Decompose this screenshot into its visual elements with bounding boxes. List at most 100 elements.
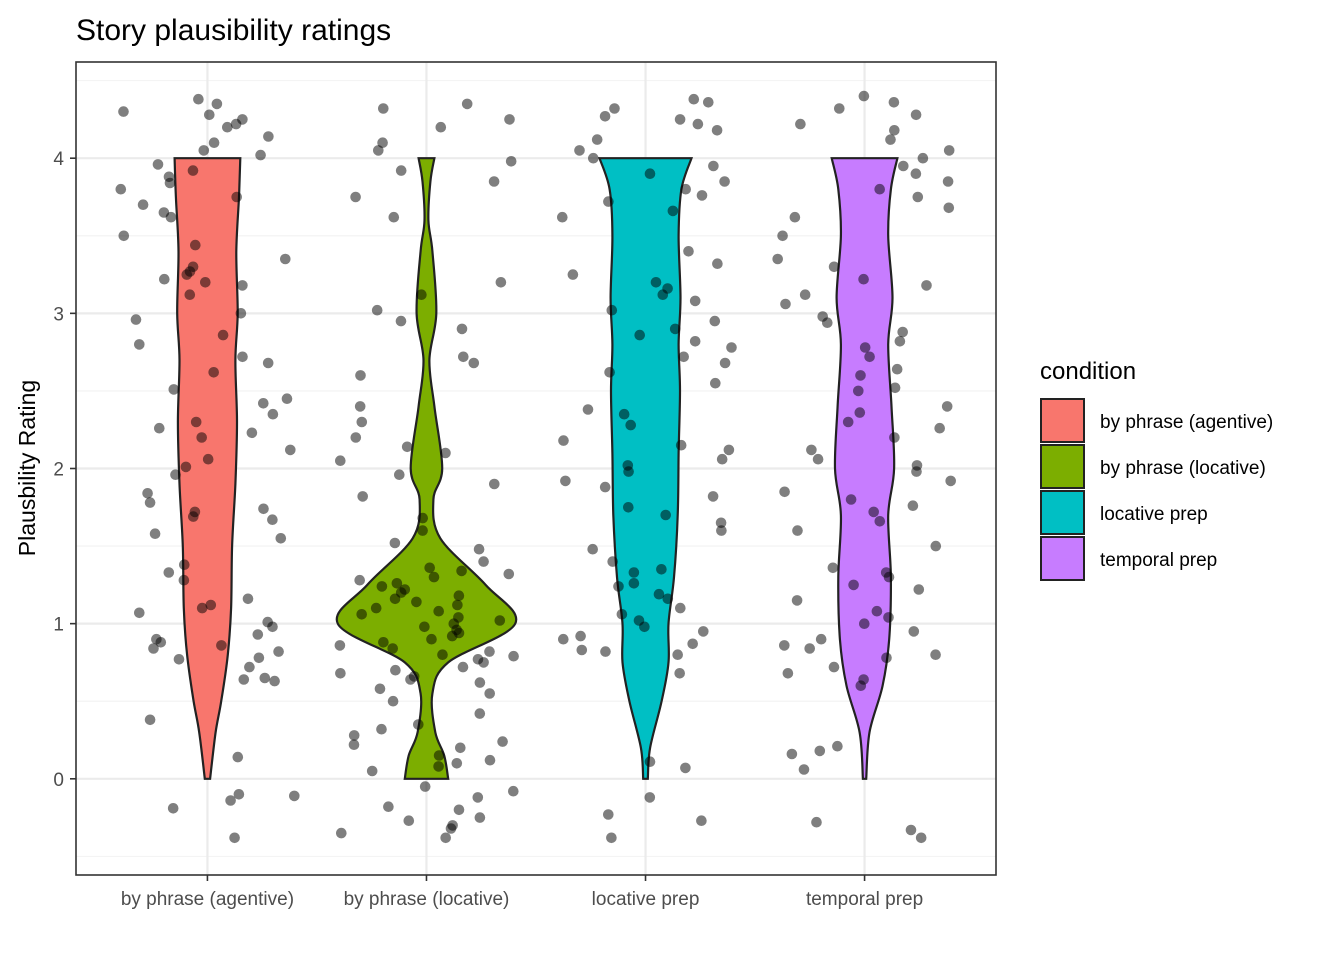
legend-swatch (1040, 536, 1085, 581)
data-point (842, 416, 854, 428)
data-point (859, 618, 870, 629)
data-point (675, 439, 687, 451)
data-point (604, 367, 615, 378)
data-point (712, 258, 723, 270)
data-point (152, 159, 164, 170)
data-point (184, 289, 196, 301)
data-point (371, 304, 383, 316)
data-point (715, 517, 727, 529)
data-point (474, 812, 486, 823)
data-point (165, 211, 177, 223)
data-point (399, 584, 411, 595)
data-point (574, 145, 585, 156)
data-point (170, 469, 181, 481)
data-point (782, 668, 794, 679)
x-tick-label: by phrase (locative) (344, 889, 510, 910)
data-point (348, 730, 360, 741)
data-point (335, 455, 346, 467)
data-point (674, 668, 685, 679)
violin-by-phrase-agentive (173, 157, 242, 780)
data-point (356, 609, 368, 620)
data-point (618, 408, 630, 420)
data-point (377, 137, 388, 148)
data-point (930, 540, 942, 552)
data-point (908, 626, 920, 637)
data-point (688, 93, 700, 105)
data-point (235, 308, 247, 319)
data-point (453, 590, 465, 601)
legend-items: by phrase (agentive) by phrase (locative)… (1040, 398, 1273, 581)
data-point (267, 408, 279, 420)
data-point (662, 283, 673, 294)
data-point (874, 183, 885, 195)
data-point (828, 261, 840, 273)
data-point (472, 792, 484, 803)
data-point (587, 543, 598, 555)
data-point (180, 461, 192, 473)
data-point (607, 556, 618, 567)
data-point (370, 602, 382, 614)
data-point (674, 114, 686, 125)
y-axis-title: Plausbility Rating (14, 380, 40, 556)
data-point (458, 351, 469, 363)
data-point (230, 118, 242, 130)
data-point (689, 336, 701, 347)
data-point (452, 599, 463, 611)
data-point (426, 633, 437, 645)
data-point (777, 230, 788, 242)
data-point (246, 427, 258, 439)
data-point (719, 357, 731, 369)
data-point (484, 646, 495, 657)
violin-by-phrase-locative (335, 157, 518, 780)
legend-label: by phrase (locative) (1100, 458, 1266, 479)
data-point (633, 615, 645, 626)
data-point (678, 351, 689, 363)
data-point (503, 568, 515, 580)
data-point (680, 762, 691, 774)
data-point (202, 453, 214, 465)
data-point (374, 683, 386, 695)
legend-title: condition (1040, 358, 1136, 385)
data-point (622, 460, 634, 471)
data-point (233, 789, 245, 800)
data-point (159, 273, 170, 285)
data-point (457, 661, 469, 673)
data-point (217, 329, 229, 341)
data-point (417, 525, 428, 536)
data-point (208, 367, 219, 378)
data-point (461, 98, 473, 110)
data-point (149, 528, 161, 539)
data-point (273, 646, 284, 657)
data-point (255, 149, 266, 161)
data-point (187, 261, 199, 273)
data-point (391, 578, 403, 589)
data-point (387, 643, 399, 654)
data-point (917, 152, 929, 164)
data-point (625, 419, 636, 431)
data-point (859, 342, 871, 353)
data-point (269, 675, 280, 687)
data-point (795, 118, 806, 130)
data-point (478, 556, 489, 567)
data-point (262, 616, 274, 628)
data-point (505, 156, 517, 167)
data-point (576, 644, 588, 656)
data-point (187, 165, 199, 176)
violins (173, 157, 899, 780)
data-point (468, 357, 480, 369)
data-point (403, 815, 415, 826)
data-point (504, 114, 515, 125)
data-point (401, 441, 413, 453)
data-point (354, 574, 366, 586)
data-point (888, 97, 900, 108)
data-point (376, 581, 388, 592)
data-point (163, 567, 175, 578)
data-point (259, 672, 271, 684)
data-point (433, 605, 445, 617)
data-point (855, 370, 866, 381)
data-point (660, 509, 671, 521)
data-point (930, 649, 941, 660)
data-point (115, 183, 127, 195)
data-point (910, 168, 922, 179)
data-point (628, 578, 640, 589)
